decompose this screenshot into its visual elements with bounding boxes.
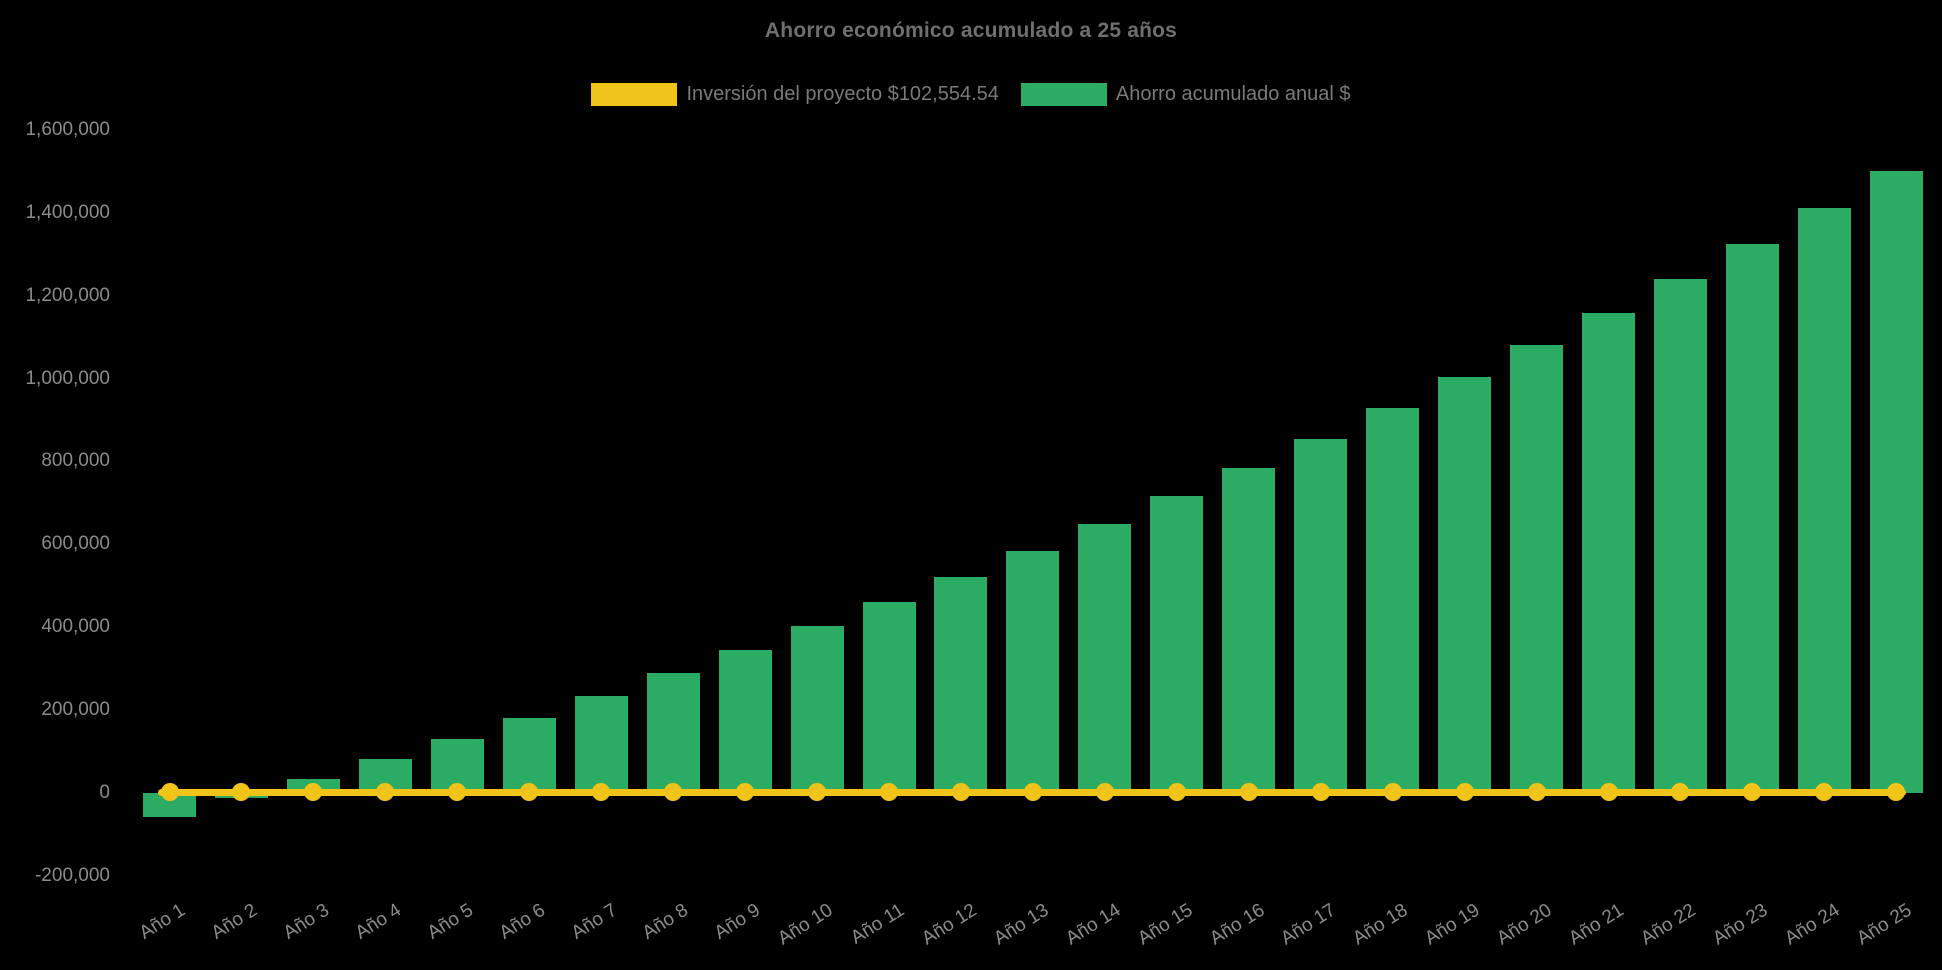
xaxis-label-text: Año 22 bbox=[1637, 899, 1700, 950]
xaxis-label-text: Año 9 bbox=[711, 899, 765, 944]
xaxis-label-text: Año 8 bbox=[639, 899, 693, 944]
investment-marker-17 bbox=[1311, 783, 1330, 801]
xaxis-label-text: Año 23 bbox=[1709, 899, 1772, 950]
investment-marker-1 bbox=[160, 783, 179, 801]
bar-año-16 bbox=[1222, 467, 1276, 793]
bar-año-25 bbox=[1869, 170, 1923, 793]
investment-marker-20 bbox=[1527, 783, 1546, 801]
legend-item-investment[interactable]: Inversión del proyecto $102,554.54 bbox=[591, 83, 999, 106]
investment-marker-7 bbox=[592, 783, 611, 801]
investment-marker-11 bbox=[880, 783, 898, 801]
investment-marker-12 bbox=[951, 783, 970, 801]
xaxis-label-text: Año 1 bbox=[135, 899, 189, 944]
ytick-label-2: 1,200,000 bbox=[25, 284, 110, 306]
investment-marker-5 bbox=[448, 783, 467, 801]
xaxis-label-text: Año 16 bbox=[1205, 899, 1269, 950]
bar-año-12 bbox=[934, 576, 988, 793]
xaxis-label-text: Año 6 bbox=[495, 899, 549, 944]
bar-año-17 bbox=[1294, 438, 1348, 793]
investment-marker-14 bbox=[1095, 783, 1114, 801]
investment-marker-6 bbox=[520, 783, 539, 801]
ytick-label-1: 1,400,000 bbox=[25, 201, 110, 223]
bar-año-20 bbox=[1510, 345, 1564, 793]
xaxis-label-text: Año 12 bbox=[918, 899, 981, 950]
xaxis-label-text: Año 25 bbox=[1853, 899, 1916, 950]
bar-año-22 bbox=[1653, 278, 1707, 793]
bar-año-9 bbox=[718, 650, 772, 793]
investment-marker-18 bbox=[1383, 783, 1402, 801]
investment-marker-3 bbox=[304, 783, 323, 801]
xaxis-label-text: Año 18 bbox=[1349, 899, 1412, 950]
bar-año-23 bbox=[1725, 243, 1779, 793]
bar-año-15 bbox=[1150, 496, 1204, 793]
ytick-label-8: 0 bbox=[99, 782, 110, 803]
xaxis-label-text: Año 7 bbox=[567, 899, 621, 944]
investment-marker-8 bbox=[664, 783, 683, 801]
investment-marker-23 bbox=[1743, 783, 1762, 801]
chart-title: Ahorro económico acumulado a 25 años bbox=[764, 19, 1178, 42]
bar-año-24 bbox=[1797, 207, 1851, 793]
legend-item-savings[interactable]: Ahorro acumulado anual $ bbox=[1020, 83, 1351, 106]
ytick-label-6: 400,000 bbox=[41, 616, 110, 638]
bar-año-11 bbox=[862, 601, 916, 793]
xaxis-label-text: Año 20 bbox=[1493, 899, 1556, 950]
investment-marker-22 bbox=[1671, 783, 1690, 801]
investment-marker-4 bbox=[376, 783, 395, 801]
bar-año-19 bbox=[1438, 377, 1492, 793]
ytick-label-3: 1,000,000 bbox=[25, 367, 110, 389]
xaxis-label-text: Año 13 bbox=[989, 899, 1053, 950]
ytick-label-5: 600,000 bbox=[41, 533, 110, 555]
investment-marker-2 bbox=[232, 783, 251, 801]
investment-marker-16 bbox=[1239, 783, 1258, 801]
xaxis-label-text: Año 21 bbox=[1565, 899, 1628, 950]
investment-marker-13 bbox=[1023, 783, 1042, 801]
savings-label: Ahorro acumulado anual $ bbox=[1115, 83, 1351, 105]
investment-swatch bbox=[591, 83, 678, 106]
bar-año-6 bbox=[502, 717, 556, 793]
investment-marker-10 bbox=[808, 783, 827, 801]
xaxis-label-text: Año 24 bbox=[1781, 899, 1844, 950]
xaxis-label-text: Año 2 bbox=[207, 899, 261, 944]
xaxis-label-text: Año 17 bbox=[1277, 899, 1340, 950]
ytick-label-7: 200,000 bbox=[41, 699, 110, 721]
ytick-label-4: 800,000 bbox=[41, 450, 110, 472]
bar-año-8 bbox=[646, 673, 700, 793]
xaxis-label-text: Año 4 bbox=[351, 899, 405, 944]
savings-swatch bbox=[1020, 83, 1107, 106]
chart-legend: Inversión del proyecto $102,554.54 Ahorr… bbox=[0, 83, 1942, 106]
bar-año-21 bbox=[1582, 312, 1635, 793]
investment-marker-19 bbox=[1455, 783, 1474, 801]
xaxis-label-text: Año 14 bbox=[1061, 899, 1125, 950]
investment-marker-15 bbox=[1167, 783, 1186, 801]
xaxis-label-text: Año 19 bbox=[1421, 899, 1484, 950]
bar-año-13 bbox=[1006, 550, 1060, 793]
ytick-label-0: 1,600,000 bbox=[25, 118, 110, 140]
xaxis-label-text: Año 3 bbox=[279, 899, 333, 944]
investment-marker-24 bbox=[1815, 783, 1834, 801]
bar-año-10 bbox=[790, 626, 844, 793]
xaxis-label-text: Año 11 bbox=[847, 899, 909, 949]
investment-marker-25 bbox=[1887, 783, 1906, 801]
ytick-label-9: -200,000 bbox=[34, 864, 110, 886]
xaxis-label-text: Año 15 bbox=[1133, 899, 1197, 950]
investment-marker-21 bbox=[1599, 783, 1618, 801]
xaxis-label-text: Año 5 bbox=[423, 899, 477, 944]
bar-año-7 bbox=[574, 695, 628, 793]
bar-año-14 bbox=[1078, 523, 1132, 793]
bar-año-18 bbox=[1366, 408, 1420, 793]
xaxis-label-text: Año 10 bbox=[774, 899, 837, 950]
investment-label: Inversión del proyecto $102,554.54 bbox=[686, 83, 999, 105]
investment-marker-9 bbox=[736, 783, 755, 801]
